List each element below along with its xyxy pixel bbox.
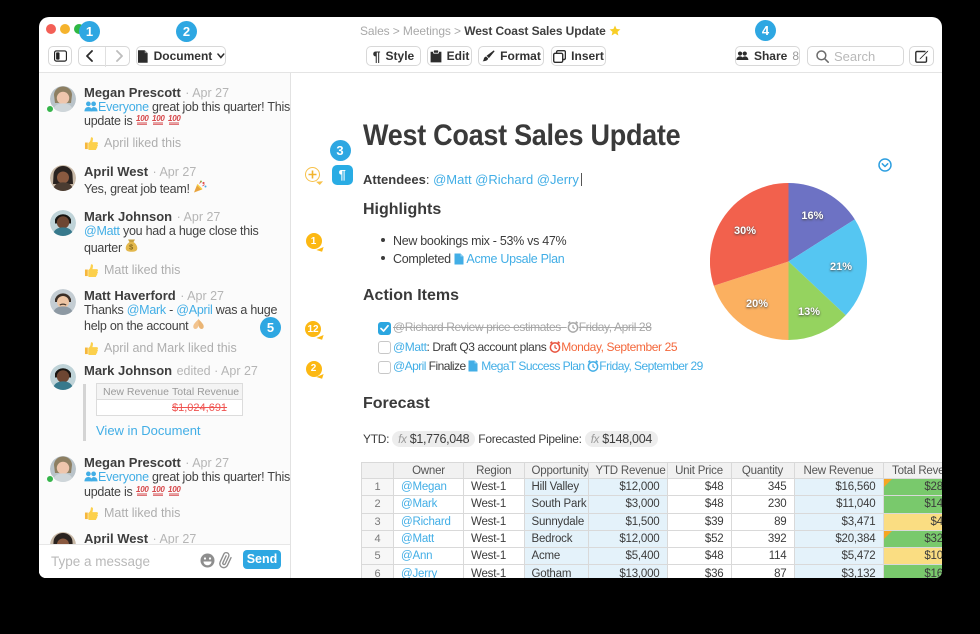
svg-text:100: 100 [152,485,165,494]
svg-text:100: 100 [152,114,165,123]
svg-text:100: 100 [168,485,181,494]
svg-text:$: $ [129,243,134,252]
svg-text:100: 100 [136,114,149,123]
svg-text:100: 100 [168,114,181,123]
svg-text:100: 100 [136,485,149,494]
